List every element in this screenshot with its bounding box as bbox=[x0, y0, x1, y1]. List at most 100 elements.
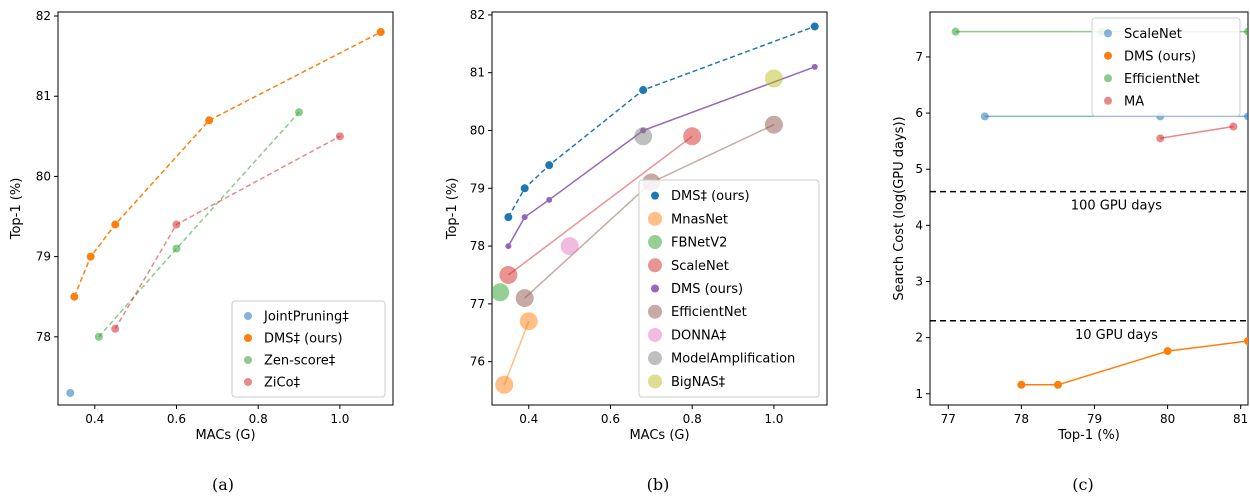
y-tick-label: 80 bbox=[36, 169, 51, 183]
data-point bbox=[205, 116, 214, 125]
reference-line-label: 10 GPU days bbox=[1075, 328, 1158, 343]
x-tick-label: 80 bbox=[1160, 412, 1175, 426]
y-tick-label: 5 bbox=[915, 162, 923, 176]
x-tick-label: 1.0 bbox=[330, 412, 349, 426]
series-line bbox=[503, 320, 530, 386]
legend-marker bbox=[648, 258, 662, 273]
data-point bbox=[172, 220, 181, 229]
x-tick-label: 0.4 bbox=[519, 412, 538, 426]
legend-marker bbox=[651, 284, 659, 293]
data-point bbox=[951, 27, 960, 36]
data-point bbox=[94, 332, 103, 341]
data-point bbox=[495, 375, 514, 394]
x-tick-label: 0.6 bbox=[601, 412, 620, 426]
x-axis-label: Top-1 (%) bbox=[1057, 428, 1120, 443]
legend-marker bbox=[244, 378, 252, 386]
x-axis-label: MACs (G) bbox=[629, 428, 689, 443]
legend-marker bbox=[648, 374, 662, 389]
legend-marker bbox=[648, 211, 662, 226]
legend-marker bbox=[648, 304, 662, 319]
data-point bbox=[639, 86, 648, 95]
x-tick-label: 0.4 bbox=[85, 412, 104, 426]
data-point bbox=[545, 161, 554, 170]
legend-label: MA bbox=[1124, 94, 1144, 109]
legend-label: ModelAmplification bbox=[671, 352, 795, 367]
y-axis-label: Search Cost (log(GPU days)) bbox=[892, 116, 907, 300]
legend-label: FBNetV2 bbox=[671, 236, 727, 251]
legend-box bbox=[1091, 17, 1241, 117]
legend-label: DMS‡ (ours) bbox=[264, 332, 343, 347]
data-point bbox=[66, 388, 75, 397]
legend-marker bbox=[648, 235, 662, 250]
y-tick-label: 1 bbox=[915, 387, 923, 401]
data-point bbox=[86, 252, 95, 261]
legend-label: EfficientNet bbox=[1124, 72, 1200, 87]
plot-frame bbox=[929, 11, 1249, 406]
data-point bbox=[811, 63, 818, 70]
series-line bbox=[1160, 125, 1234, 140]
data-point bbox=[515, 289, 534, 308]
legend-label: MnasNet bbox=[671, 212, 728, 227]
legend-label: DMS (ours) bbox=[1124, 49, 1196, 64]
data-point bbox=[1017, 380, 1026, 389]
series-line bbox=[73, 31, 382, 297]
legend-box bbox=[231, 300, 386, 398]
series-line bbox=[507, 135, 693, 276]
data-point bbox=[492, 283, 510, 302]
legend-marker bbox=[1104, 29, 1112, 38]
legend-marker bbox=[244, 334, 252, 342]
plot-frame bbox=[491, 11, 828, 406]
data-point bbox=[1244, 27, 1248, 36]
data-point bbox=[505, 243, 512, 250]
y-tick-label: 78 bbox=[470, 239, 485, 253]
legend-marker bbox=[244, 356, 252, 364]
y-axis-label: Top-1 (%) bbox=[9, 178, 24, 241]
data-point bbox=[519, 312, 538, 331]
y-tick-label: 82 bbox=[470, 8, 485, 22]
data-point bbox=[520, 184, 529, 193]
data-point bbox=[683, 127, 702, 146]
y-axis-label: Top-1 (%) bbox=[445, 178, 460, 241]
data-point bbox=[295, 108, 304, 117]
legend-label: DMS‡ (ours) bbox=[671, 189, 750, 204]
data-point bbox=[1053, 380, 1062, 389]
data-point bbox=[335, 132, 344, 141]
y-tick-label: 79 bbox=[470, 181, 485, 195]
x-tick-label: 79 bbox=[1087, 412, 1102, 426]
data-point bbox=[111, 324, 120, 333]
x-tick-label: 0.6 bbox=[167, 412, 186, 426]
y-tick-label: 82 bbox=[36, 9, 51, 23]
x-tick-label: 0.8 bbox=[249, 412, 268, 426]
legend-marker bbox=[648, 327, 662, 342]
plot-area bbox=[66, 28, 385, 397]
data-point bbox=[1244, 112, 1248, 121]
data-point bbox=[521, 214, 528, 221]
y-tick-label: 81 bbox=[36, 89, 51, 103]
y-tick-label: 2 bbox=[915, 331, 923, 345]
legend-label: DONNA‡ bbox=[671, 328, 727, 343]
chart-panel-2: 0.4 0.6 0.8 1.0 76 77 78 79 80 81 82 MACs (G) Top-1 … bbox=[445, 8, 828, 494]
data-point bbox=[764, 69, 783, 88]
x-tick-label: 0.8 bbox=[683, 412, 702, 426]
panel-caption: (c) bbox=[1072, 475, 1093, 494]
y-tick-label: 77 bbox=[470, 297, 485, 311]
data-point bbox=[172, 244, 181, 253]
data-point bbox=[1244, 336, 1248, 345]
y-tick-label: 79 bbox=[36, 250, 51, 264]
legend-marker bbox=[244, 312, 252, 320]
x-tick-label: 77 bbox=[941, 412, 956, 426]
y-tick-label: 80 bbox=[470, 123, 485, 137]
series-line bbox=[1021, 340, 1248, 386]
data-point bbox=[111, 220, 120, 229]
reference-line-label: 100 GPU days bbox=[1071, 199, 1162, 214]
legend-label: EfficientNet bbox=[671, 305, 747, 320]
data-point bbox=[376, 28, 385, 37]
legend-marker bbox=[648, 351, 662, 366]
legend-label: Zen-score‡ bbox=[264, 354, 336, 369]
legend-label: JointPruning‡ bbox=[263, 310, 349, 325]
data-point bbox=[546, 196, 553, 203]
y-tick-label: 78 bbox=[36, 330, 51, 344]
x-tick-label: 1.0 bbox=[764, 412, 783, 426]
legend-label: ZiCo‡ bbox=[264, 376, 301, 391]
